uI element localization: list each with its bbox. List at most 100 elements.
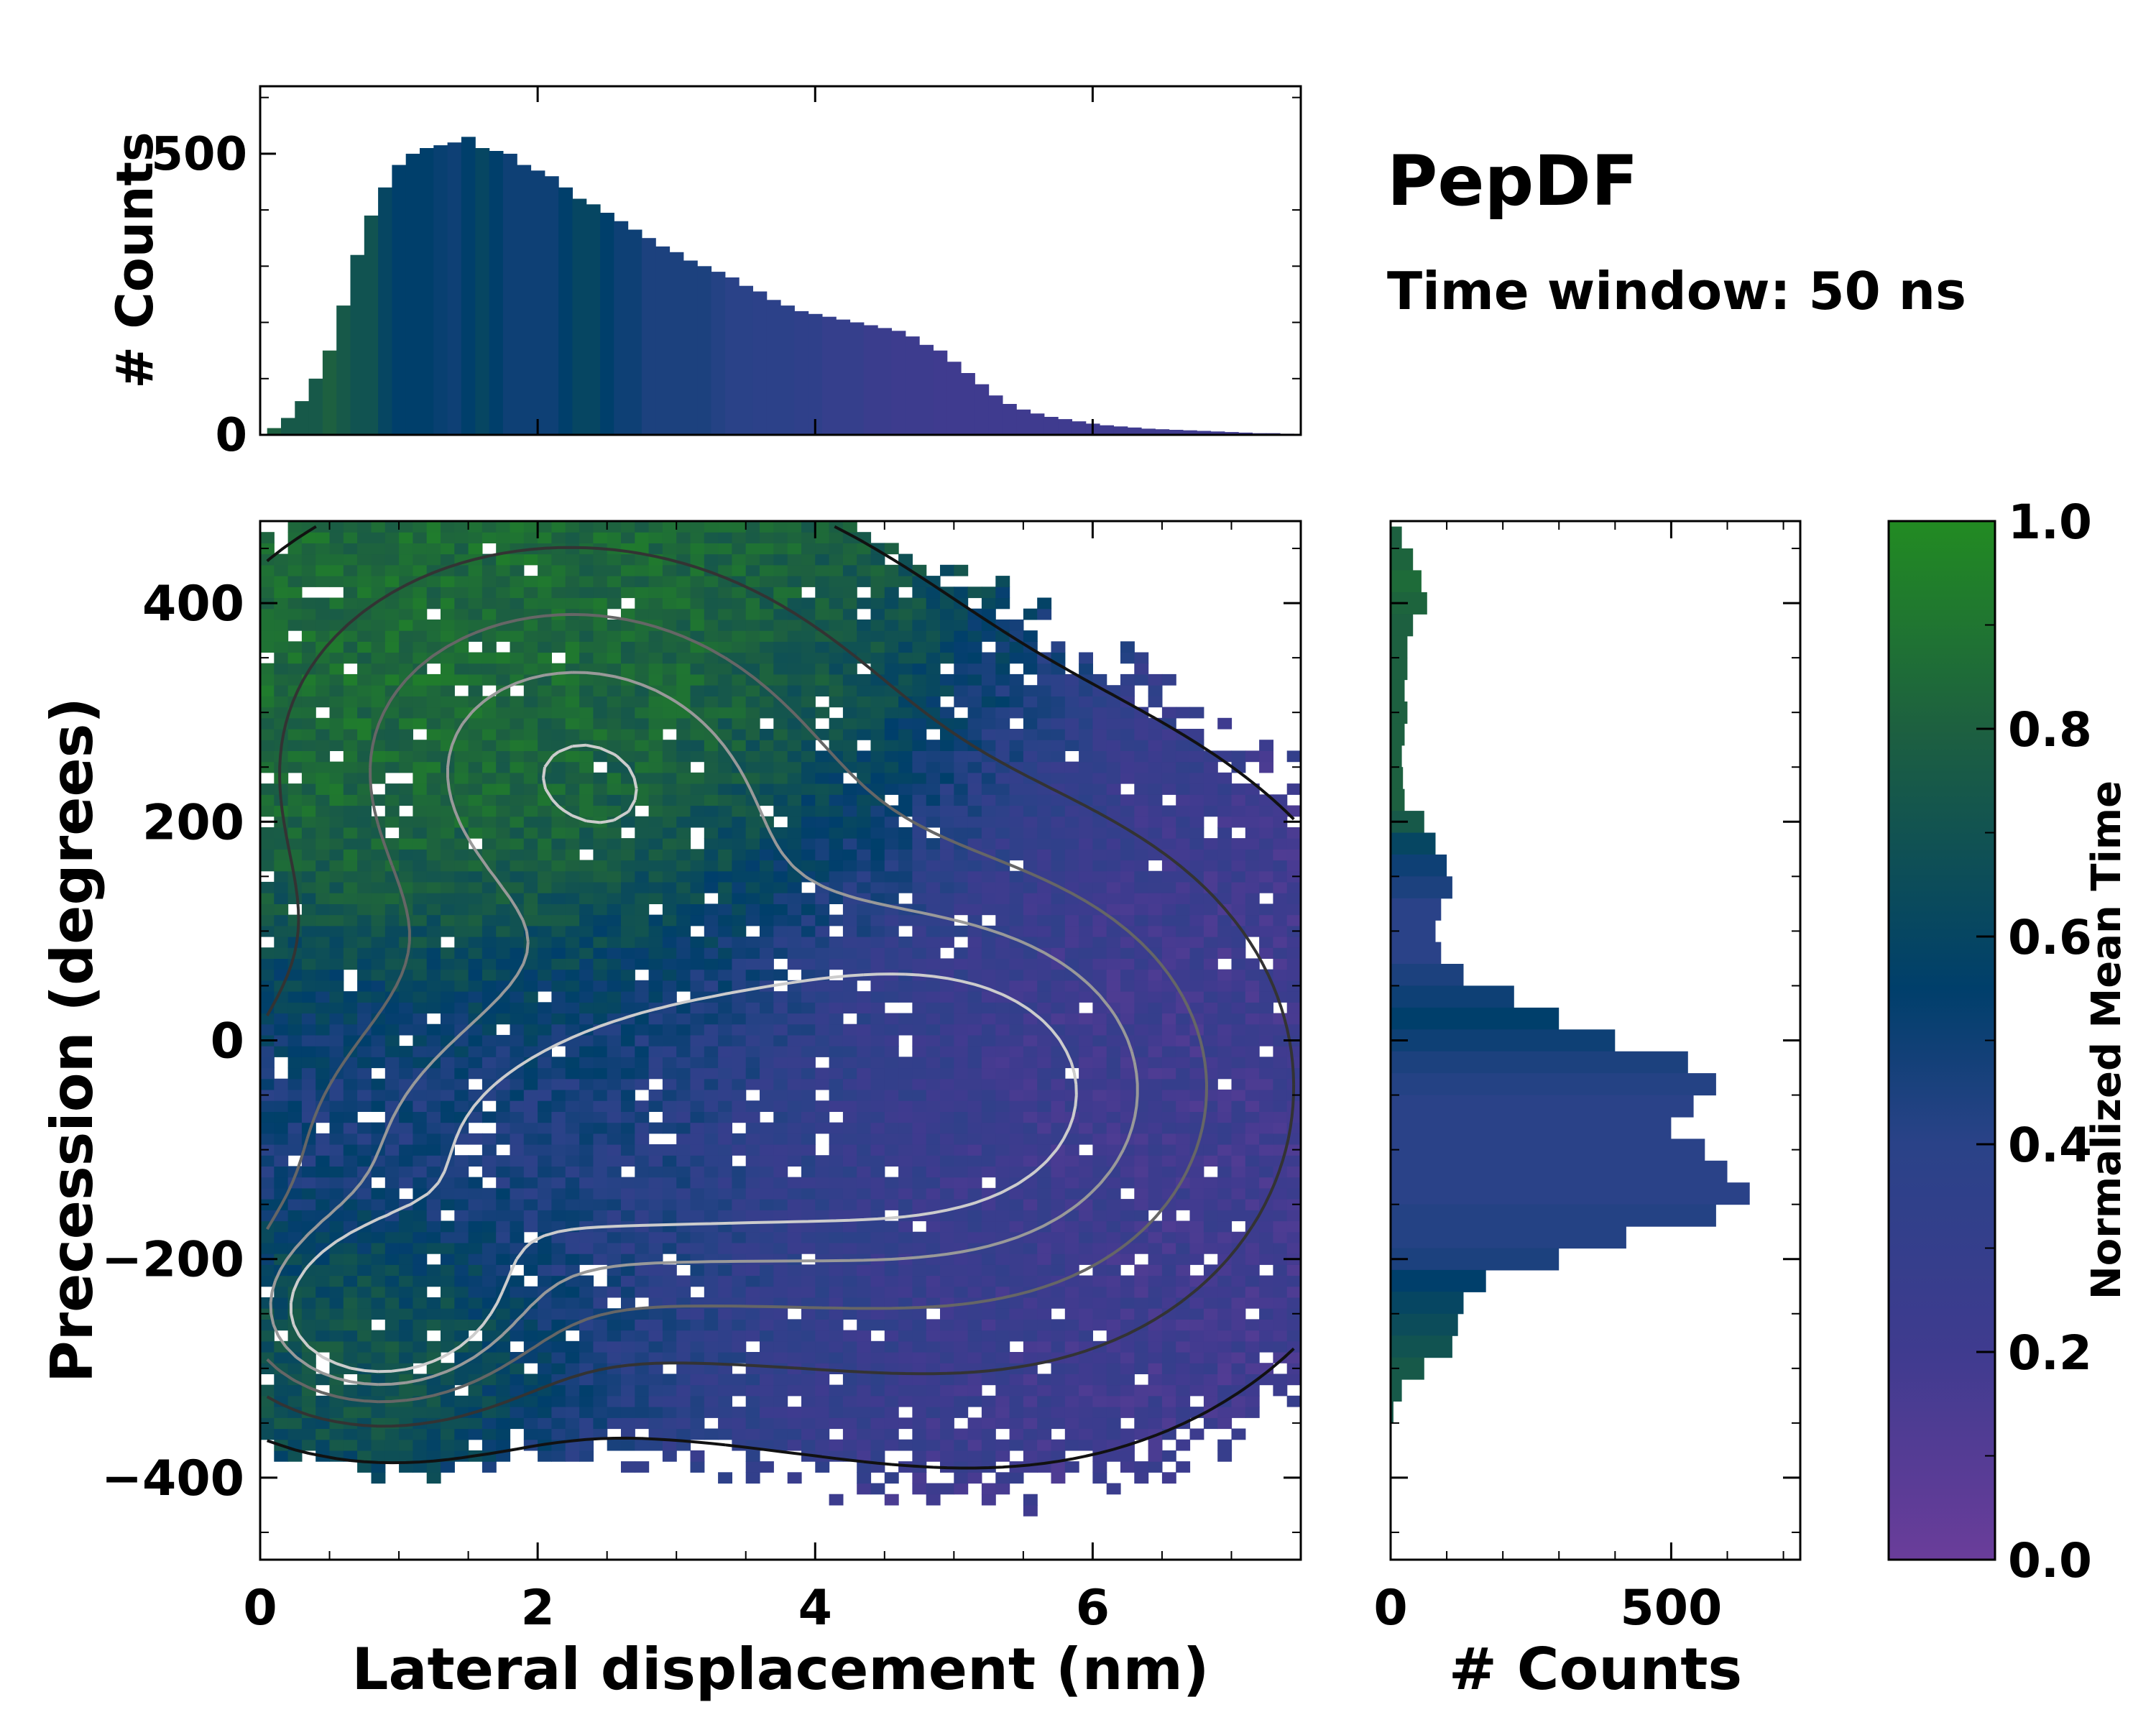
- heatmap-cell: [1037, 1177, 1052, 1189]
- heatmap-cell: [732, 980, 747, 992]
- heatmap-cell: [1092, 1187, 1107, 1200]
- heatmap-cell: [732, 1166, 747, 1178]
- heatmap-cell: [384, 1231, 400, 1243]
- heatmap-cell: [384, 750, 400, 763]
- heatmap-cell: [676, 750, 691, 763]
- heatmap-cell: [274, 838, 289, 850]
- heatmap-cell: [1051, 947, 1066, 959]
- heatmap-cell: [301, 860, 316, 872]
- heatmap-cell: [510, 980, 525, 992]
- heatmap-cell: [384, 1450, 400, 1462]
- heatmap-cell: [1023, 1111, 1038, 1123]
- heatmap-cell: [1023, 1187, 1038, 1200]
- heatmap-cell: [1231, 1297, 1246, 1309]
- heatmap-cell: [954, 761, 969, 773]
- heatmap-cell: [1203, 794, 1218, 806]
- heatmap-cell: [1176, 870, 1191, 883]
- heatmap-cell: [399, 1002, 413, 1014]
- heatmap-cell: [995, 1111, 1010, 1123]
- heatmap-cell: [842, 1067, 857, 1080]
- heatmap-cell: [842, 849, 857, 861]
- heatmap-cell: [704, 1374, 719, 1386]
- heatmap-cell: [1161, 1384, 1176, 1397]
- heatmap-cell: [732, 1231, 747, 1243]
- heatmap-cell: [801, 1297, 816, 1309]
- heatmap-cell: [468, 980, 483, 992]
- heatmap-cell: [510, 1187, 525, 1200]
- heatmap-cell: [343, 1166, 358, 1178]
- heatmap-cell: [1120, 1155, 1135, 1167]
- heatmap-cell: [773, 991, 788, 1003]
- heatmap-cell: [384, 838, 400, 850]
- heatmap-cell: [1079, 1286, 1093, 1298]
- heatmap-cell: [454, 958, 469, 970]
- heatmap-cell: [1134, 903, 1149, 916]
- top-histogram-bar: [350, 254, 365, 435]
- heatmap-cell: [884, 1122, 899, 1134]
- heatmap-cell: [1217, 1450, 1233, 1462]
- heatmap-cell: [732, 816, 747, 828]
- heatmap-cell: [1079, 1100, 1093, 1112]
- heatmap-cell: [621, 1067, 635, 1080]
- heatmap-cell: [1009, 1024, 1024, 1036]
- heatmap-cell: [662, 1275, 677, 1287]
- heatmap-cell: [898, 717, 913, 730]
- heatmap-cell: [857, 717, 872, 730]
- heatmap-cell: [1203, 838, 1218, 850]
- heatmap-cell: [551, 740, 566, 751]
- heatmap-cell: [1079, 1330, 1093, 1342]
- heatmap-cell: [1217, 1330, 1233, 1342]
- heatmap-cell: [676, 1100, 691, 1112]
- heatmap-cell: [1064, 805, 1079, 817]
- heatmap-cell: [912, 1374, 927, 1386]
- heatmap-cell: [662, 1319, 677, 1331]
- heatmap-cell: [745, 1461, 760, 1473]
- heatmap-cell: [260, 1177, 275, 1189]
- heatmap-cell: [510, 860, 525, 872]
- heatmap-cell: [357, 991, 372, 1003]
- heatmap-cell: [787, 1254, 802, 1265]
- heatmap-cell: [981, 1395, 996, 1407]
- heatmap-cell: [967, 794, 982, 806]
- heatmap-cell: [842, 750, 857, 763]
- heatmap-cell: [1023, 717, 1038, 730]
- heatmap-cell: [926, 958, 941, 970]
- heatmap-cell: [1134, 849, 1149, 861]
- heatmap-cell: [857, 1100, 872, 1112]
- heatmap-cell: [704, 881, 719, 893]
- heatmap-cell: [482, 1133, 497, 1145]
- heatmap-cell: [801, 816, 816, 828]
- heatmap-cell: [940, 1450, 954, 1462]
- heatmap-cell: [745, 870, 760, 883]
- heatmap-cell: [482, 1384, 497, 1397]
- heatmap-cell: [287, 991, 303, 1003]
- heatmap-cell: [441, 1286, 455, 1298]
- heatmap-cell: [995, 1417, 1010, 1430]
- heatmap-cell: [732, 1374, 747, 1386]
- heatmap-cell: [399, 1144, 413, 1156]
- heatmap-cell: [1037, 881, 1052, 893]
- heatmap-cell: [343, 947, 358, 959]
- heatmap-cell: [301, 707, 316, 719]
- heatmap-cell: [773, 893, 788, 904]
- heatmap-cell: [551, 1122, 566, 1134]
- heatmap-cell: [441, 991, 455, 1003]
- heatmap-cell: [260, 729, 275, 740]
- heatmap-cell: [912, 1046, 927, 1057]
- heatmap-cell: [551, 1254, 566, 1265]
- heatmap-cell: [1245, 1264, 1260, 1276]
- heatmap-cell: [857, 1384, 872, 1397]
- heatmap-cell: [981, 1067, 996, 1080]
- heatmap-cell: [357, 761, 372, 773]
- heatmap-cell: [912, 838, 927, 850]
- heatmap-cell: [1079, 860, 1093, 872]
- heatmap-cell: [454, 794, 469, 806]
- heatmap-cell: [1161, 1111, 1176, 1123]
- heatmap-cell: [718, 1089, 732, 1101]
- heatmap-cell: [441, 717, 455, 730]
- heatmap-cell: [662, 1340, 677, 1353]
- heatmap-cell: [648, 1352, 663, 1363]
- heatmap-cell: [1092, 1374, 1107, 1386]
- heatmap-cell: [801, 1177, 816, 1189]
- heatmap-cell: [912, 827, 927, 839]
